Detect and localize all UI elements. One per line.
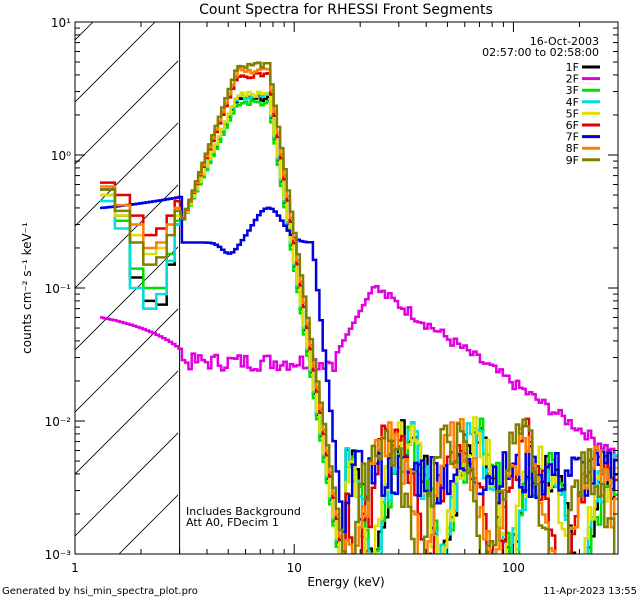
x-tick-label: 1 [71,561,79,575]
x-axis-label: Energy (keV) [307,575,384,589]
observation-date: 16-Oct-2003 [530,35,599,48]
series-7f-line [100,195,618,534]
y-tick-labels: 10⁻³ 10⁻² 10⁻¹ 10⁰ 10¹ [45,16,72,562]
legend-label: 6F [566,119,579,132]
y-tick-label: 10¹ [51,16,71,30]
legend-label: 5F [566,107,579,120]
y-tick-label: 10⁰ [51,149,71,163]
legend-label: 8F [566,142,579,155]
y-tick-label: 10⁻³ [45,548,72,562]
hatch-line [75,432,178,537]
y-tick-label: 10⁻² [45,415,72,429]
annotation-attenuator: Att A0, FDecim 1 [186,516,279,529]
legend-label: 2F [566,73,579,86]
time-range: 02:57:00 to 02:58:00 [482,46,599,59]
hatch-line [75,184,178,289]
x-tick-labels: 1 10 100 [71,561,525,575]
annotation-background: Includes Background [186,505,301,518]
hatch-line [75,370,178,475]
chart-title: Count Spectra for RHESSI Front Segments [199,2,493,18]
footer-timestamp: 11-Apr-2023 13:55 [543,586,637,597]
hatch-line [75,22,156,103]
legend-label: 3F [566,84,579,97]
y-tick-label: 10⁻¹ [45,282,72,296]
legend-label: 1F [566,61,579,74]
series-layer [100,61,618,554]
hatch-line [75,308,178,413]
legend-label: 7F [566,131,579,144]
hatch-line [0,0,99,554]
series-9f-line [100,61,616,554]
footer-generated-by: Generated by hsi_min_spectra_plot.pro [2,586,198,597]
series-2f-line [100,284,618,458]
axis-ticks [74,21,619,555]
y-axis-label: counts cm⁻² s⁻¹ keV⁻¹ [20,222,34,354]
legend-label: 4F [566,96,579,109]
x-tick-label: 10 [287,561,302,575]
x-tick-label: 100 [502,561,525,575]
hatch-line [75,122,178,227]
legend-label: 9F [566,154,579,167]
